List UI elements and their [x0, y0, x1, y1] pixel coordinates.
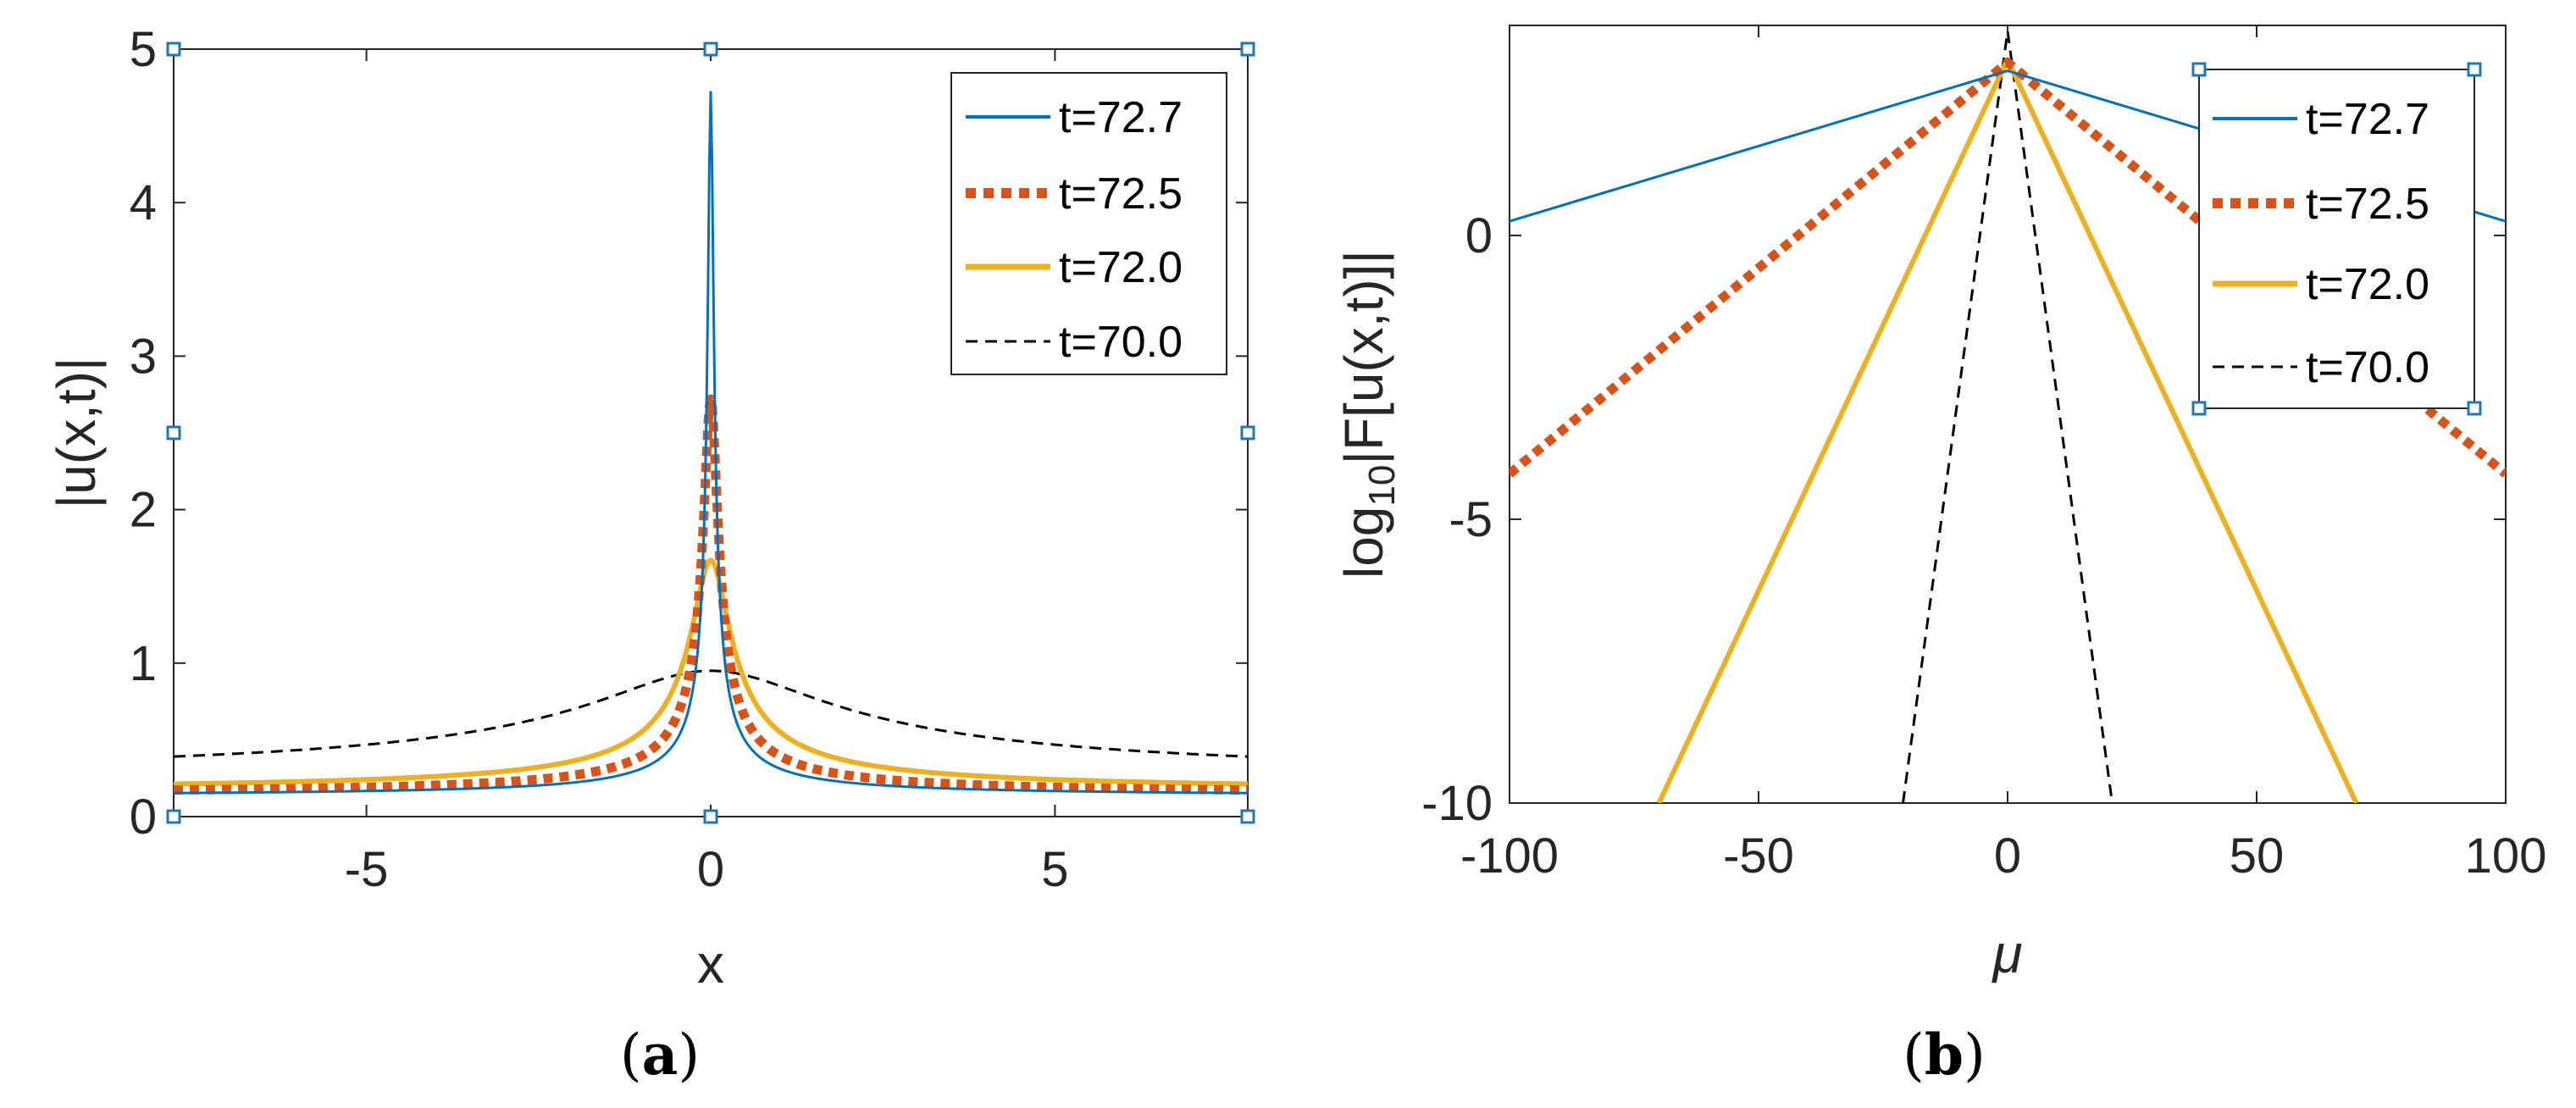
resize-handle-a-br[interactable] — [1240, 809, 1255, 824]
resize-handle-a-tm[interactable] — [703, 42, 718, 57]
y-tick-label-b: -5 — [1449, 492, 1493, 547]
panel-a: -5 0 5 0 1 2 3 4 5 x |u(x,t)| t=72.7 t=72.5 t=7… — [46, 22, 1255, 1088]
series-line-727-a — [174, 91, 1248, 795]
y-ticks-a: 0 1 2 3 4 5 — [130, 22, 1248, 845]
resize-handle-b-tr[interactable] — [2467, 62, 2482, 77]
series-group-a — [174, 91, 1248, 795]
resize-handle-a-mr[interactable] — [1240, 425, 1255, 440]
legend-label-t72-7-b: t=72.7 — [2306, 95, 2429, 144]
resize-handle-a-bm[interactable] — [703, 809, 718, 824]
legend-label-t70-0-a: t=70.0 — [1059, 318, 1183, 367]
x-tick-label-b: 0 — [1994, 828, 2021, 884]
panel-caption-b: (b) — [1903, 1022, 1986, 1088]
series-line-700-b — [1902, 30, 2113, 803]
x-tick-label-b: -100 — [1460, 828, 1559, 884]
resize-handle-a-ml[interactable] — [166, 425, 181, 440]
x-tick-label-a: 5 — [1041, 842, 1068, 897]
series-line-700-a — [174, 669, 1248, 758]
resize-handle-b-br[interactable] — [2467, 401, 2482, 416]
y-tick-label-a: 2 — [130, 483, 157, 538]
series-line-720-a — [174, 557, 1248, 787]
y-tick-label-b: -10 — [1421, 776, 1493, 831]
legend-label-t72-0-b: t=72.0 — [2306, 260, 2429, 309]
legend-label-t72-5-b: t=72.5 — [2306, 180, 2429, 229]
x-tick-label-b: -50 — [1723, 828, 1794, 884]
x-ticks-b: -100 -50 0 50 100 — [1460, 25, 2546, 884]
y-tick-label-a: 1 — [130, 636, 157, 691]
resize-handle-a-tl[interactable] — [166, 42, 181, 57]
legend-b[interactable]: t=72.7 t=72.5 t=72.0 t=70.0 — [2198, 69, 2475, 409]
y-ticks-b: -10 -5 0 — [1421, 208, 2506, 831]
legend-label-t72-0-a: t=72.0 — [1059, 243, 1183, 292]
resize-handle-a-tr[interactable] — [1240, 42, 1255, 57]
x-tick-label-b: 50 — [2230, 828, 2285, 884]
y-tick-label-a: 0 — [130, 789, 157, 845]
resize-handle-a-bl[interactable] — [166, 809, 181, 824]
resize-handle-b-bl[interactable] — [2191, 401, 2207, 416]
x-axis-label-b: μ — [1991, 923, 2022, 984]
y-tick-label-a: 5 — [130, 22, 157, 77]
y-tick-label-a: 3 — [130, 329, 157, 384]
legend-label-t72-5-a: t=72.5 — [1059, 169, 1183, 219]
series-line-725-a — [174, 394, 1248, 795]
legend-box-a — [950, 72, 1227, 375]
x-tick-label-a: 0 — [697, 842, 724, 897]
legend-a[interactable]: t=72.7 t=72.5 t=72.0 t=70.0 — [950, 72, 1227, 375]
legend-label-t72-7-a: t=72.7 — [1059, 93, 1183, 142]
y-tick-label-a: 4 — [130, 175, 157, 230]
x-axis-label-a: x — [697, 933, 724, 994]
y-axis-label-b: log10|F[u(x,t)]| — [1333, 250, 1403, 579]
legend-box-b — [2198, 69, 2475, 409]
panel-caption-a: (a) — [620, 1022, 700, 1088]
series-line-725-b — [1510, 58, 2506, 478]
x-tick-label-a: -5 — [345, 842, 389, 897]
y-tick-label-b: 0 — [1465, 208, 1493, 263]
legend-label-t70-0-b: t=70.0 — [2306, 343, 2429, 392]
x-ticks-a: -5 0 5 — [345, 49, 1069, 897]
y-axis-label-a: |u(x,t)| — [46, 357, 107, 508]
resize-handle-b-tl[interactable] — [2191, 62, 2207, 77]
panel-b: -100 -50 0 50 100 -10-50 μ log10|F[u(x,t)]| … — [1333, 25, 2546, 1088]
x-tick-label-b: 100 — [2465, 828, 2547, 884]
